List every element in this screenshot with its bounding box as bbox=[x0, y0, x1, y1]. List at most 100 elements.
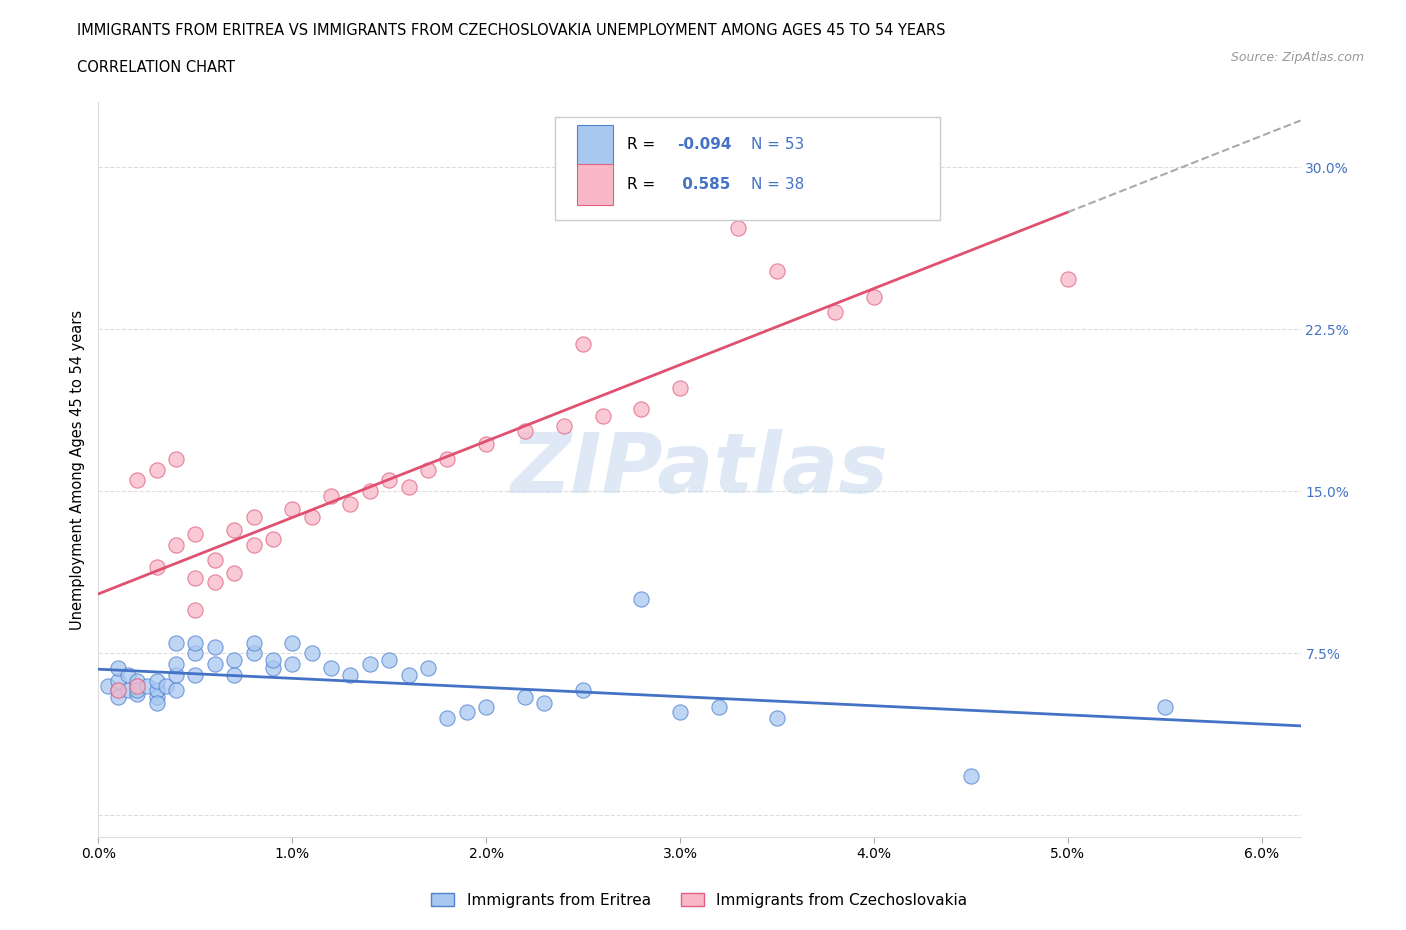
Point bbox=[107, 683, 129, 698]
Point bbox=[301, 510, 323, 525]
Point bbox=[165, 538, 187, 552]
Text: Source: ZipAtlas.com: Source: ZipAtlas.com bbox=[1230, 51, 1364, 64]
Point bbox=[281, 657, 304, 671]
Point bbox=[127, 674, 149, 689]
Point bbox=[436, 451, 458, 466]
Text: R =: R = bbox=[627, 177, 661, 193]
Point bbox=[184, 646, 207, 661]
Point bbox=[262, 652, 284, 667]
Point bbox=[165, 635, 187, 650]
Point bbox=[727, 220, 749, 235]
Point bbox=[127, 678, 149, 693]
Text: CORRELATION CHART: CORRELATION CHART bbox=[77, 60, 235, 75]
Point bbox=[145, 683, 167, 698]
Point bbox=[165, 668, 187, 683]
Legend: Immigrants from Eritrea, Immigrants from Czechoslovakia: Immigrants from Eritrea, Immigrants from… bbox=[426, 886, 973, 914]
Point bbox=[339, 668, 361, 683]
Point bbox=[165, 451, 187, 466]
Point bbox=[184, 570, 207, 585]
Point bbox=[127, 473, 149, 488]
Text: N = 38: N = 38 bbox=[751, 177, 804, 193]
Point bbox=[145, 674, 167, 689]
Point bbox=[766, 263, 789, 278]
Point bbox=[669, 704, 692, 719]
Text: 0.585: 0.585 bbox=[676, 177, 730, 193]
Bar bbox=[576, 165, 613, 205]
Point bbox=[378, 652, 401, 667]
Point bbox=[513, 689, 536, 704]
Point bbox=[145, 462, 167, 477]
Point bbox=[165, 683, 187, 698]
Point bbox=[398, 480, 420, 495]
Point bbox=[319, 661, 342, 676]
Point bbox=[475, 436, 498, 451]
Point bbox=[572, 337, 595, 352]
Point bbox=[127, 678, 149, 693]
Point bbox=[242, 646, 264, 661]
Point bbox=[224, 668, 246, 683]
Text: IMMIGRANTS FROM ERITREA VS IMMIGRANTS FROM CZECHOSLOVAKIA UNEMPLOYMENT AMONG AGE: IMMIGRANTS FROM ERITREA VS IMMIGRANTS FR… bbox=[77, 23, 946, 38]
Point bbox=[242, 510, 264, 525]
Point bbox=[1153, 700, 1175, 715]
Point bbox=[513, 423, 536, 438]
Point bbox=[107, 683, 129, 698]
Point bbox=[572, 683, 595, 698]
Point bbox=[281, 635, 304, 650]
Point bbox=[184, 603, 207, 618]
Point bbox=[630, 402, 652, 417]
Point bbox=[165, 657, 187, 671]
Point bbox=[456, 704, 478, 719]
Point bbox=[319, 488, 342, 503]
Point bbox=[204, 640, 226, 655]
Point bbox=[359, 657, 381, 671]
Y-axis label: Unemployment Among Ages 45 to 54 years: Unemployment Among Ages 45 to 54 years bbox=[69, 310, 84, 630]
Bar bbox=[555, 117, 939, 219]
Point bbox=[224, 566, 246, 581]
Point bbox=[960, 769, 983, 784]
Text: R =: R = bbox=[627, 138, 661, 153]
Point bbox=[97, 678, 120, 693]
Point bbox=[281, 501, 304, 516]
Bar bbox=[576, 125, 613, 166]
Point bbox=[824, 304, 846, 319]
Point bbox=[155, 678, 177, 693]
Point bbox=[707, 700, 730, 715]
Point bbox=[553, 419, 575, 434]
Point bbox=[533, 696, 555, 711]
Point bbox=[863, 289, 886, 304]
Point bbox=[117, 683, 139, 698]
Point bbox=[262, 531, 284, 546]
Point bbox=[359, 484, 381, 498]
Point bbox=[204, 575, 226, 590]
Point bbox=[436, 711, 458, 725]
Text: -0.094: -0.094 bbox=[676, 138, 731, 153]
Point bbox=[127, 683, 149, 698]
Point bbox=[301, 646, 323, 661]
Point bbox=[416, 462, 439, 477]
Point bbox=[224, 652, 246, 667]
Point bbox=[184, 668, 207, 683]
Point bbox=[592, 408, 614, 423]
Point bbox=[766, 711, 789, 725]
Point bbox=[135, 678, 157, 693]
Point bbox=[204, 657, 226, 671]
Point bbox=[107, 689, 129, 704]
Point bbox=[145, 689, 167, 704]
Point bbox=[378, 473, 401, 488]
Point bbox=[242, 538, 264, 552]
Point bbox=[145, 560, 167, 575]
Point bbox=[630, 591, 652, 606]
Point bbox=[184, 635, 207, 650]
Point bbox=[127, 687, 149, 702]
Text: N = 53: N = 53 bbox=[751, 138, 804, 153]
Point bbox=[242, 635, 264, 650]
Point bbox=[145, 696, 167, 711]
Point bbox=[398, 668, 420, 683]
Point bbox=[117, 668, 139, 683]
Point bbox=[262, 661, 284, 676]
Point bbox=[1057, 272, 1080, 287]
Point bbox=[669, 380, 692, 395]
Point bbox=[416, 661, 439, 676]
Text: ZIPatlas: ZIPatlas bbox=[510, 429, 889, 511]
Point bbox=[107, 674, 129, 689]
